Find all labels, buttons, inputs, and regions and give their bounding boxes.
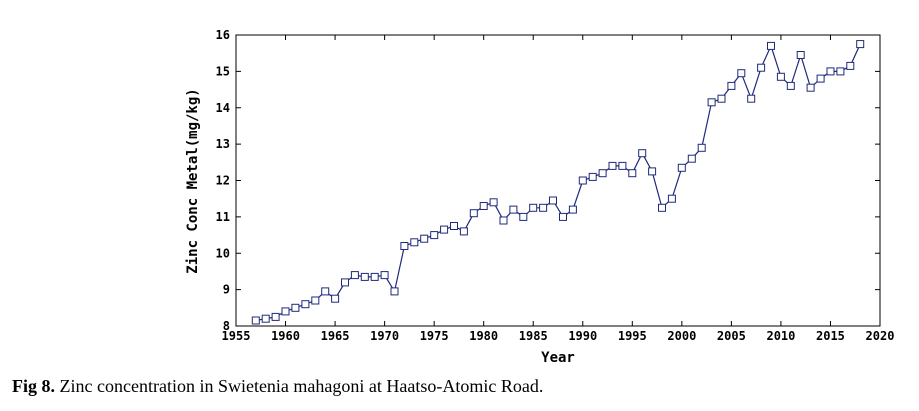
data-point [747,94,756,103]
data-point [301,300,310,309]
data-point [846,61,855,70]
data-point [806,83,815,92]
data-point [380,271,389,280]
data-point [251,316,260,325]
data-point [786,81,795,90]
zinc-line-chart: 1955 1960 1965 1970 1975 1980 1985 1990 1995 2000… [185,28,895,366]
x-tick-label: 1990 [568,329,597,343]
data-point [360,272,369,281]
y-tick-label: 12 [216,174,230,188]
data-point [559,212,567,221]
y-tick-label: 10 [216,246,230,260]
data-point [667,194,676,203]
data-point [331,294,340,303]
data-point [856,40,865,49]
x-tick-label: 2005 [717,329,746,343]
data-point [529,203,538,212]
data-point [350,271,359,280]
data-point [608,161,617,170]
data-point [440,225,449,234]
data-point [687,154,696,163]
data-point [469,209,478,218]
data-point [519,212,528,221]
x-tick-label: 1960 [271,329,300,343]
data-point [430,231,439,240]
y-tick-label: 15 [216,64,230,78]
data-point [370,272,379,281]
data-point [836,67,845,76]
data-point [311,296,320,305]
data-point [707,98,716,107]
data-point [459,227,468,236]
data-point [717,94,726,103]
data-point [677,163,686,172]
series-markers [251,40,865,325]
data-point [390,287,399,296]
x-tick-label: 2010 [766,329,795,343]
data-point [509,205,518,214]
y-tick-label: 14 [216,101,230,115]
data-point [499,216,508,225]
data-point [291,303,300,312]
data-point [826,67,835,76]
data-point [549,196,557,205]
data-point [776,72,785,81]
data-point [648,167,657,176]
x-tick-label: 1980 [469,329,498,343]
data-point [737,69,746,78]
y-axis: 8 9 10 11 12 13 14 15 16 [216,28,880,333]
data-point [727,81,736,90]
y-tick-label: 16 [216,28,230,42]
y-axis-title: Zinc Conc Metal(mg/kg) [185,88,201,273]
data-point [628,169,637,178]
x-tick-label: 1970 [370,329,399,343]
data-point [598,169,607,178]
x-tick-label: 1995 [618,329,647,343]
x-tick-label: 2000 [667,329,696,343]
x-axis-title: Year [541,350,575,366]
data-point [757,63,766,72]
x-tick-label: 1955 [222,329,251,343]
figure-caption: Fig 8. Zinc concentration in Swietenia m… [12,376,543,397]
figure-caption-text: Zinc concentration in Swietenia mahagoni… [55,376,544,396]
data-point [816,74,825,83]
data-point [568,205,577,214]
data-point [450,222,458,230]
data-point [796,51,805,59]
x-tick-label: 1975 [420,329,449,343]
data-point [271,312,280,321]
data-point [321,287,330,296]
y-tick-label: 8 [223,319,230,333]
y-tick-label: 11 [216,210,230,224]
x-tick-label: 1985 [519,329,548,343]
x-tick-label: 2015 [816,329,845,343]
x-tick-label: 1965 [321,329,350,343]
figure-caption-label: Fig 8. [12,376,55,396]
data-point [767,41,775,50]
data-point [618,161,627,170]
data-point [539,203,548,212]
x-axis: 1955 1960 1965 1970 1975 1980 1985 1990 1995 2000… [222,35,895,343]
data-point [578,176,587,185]
data-point [658,203,666,212]
data-point [479,202,488,210]
x-tick-label: 2020 [866,329,895,343]
data-point [638,149,647,158]
data-point [410,238,419,247]
y-tick-label: 9 [223,283,230,297]
data-point [341,278,349,287]
data-point [489,198,498,207]
data-point [400,242,409,250]
data-point [281,307,290,316]
data-point [697,143,706,152]
data-point [261,314,270,323]
data-point [420,234,429,243]
y-tick-label: 13 [216,137,230,151]
data-point [588,172,597,181]
